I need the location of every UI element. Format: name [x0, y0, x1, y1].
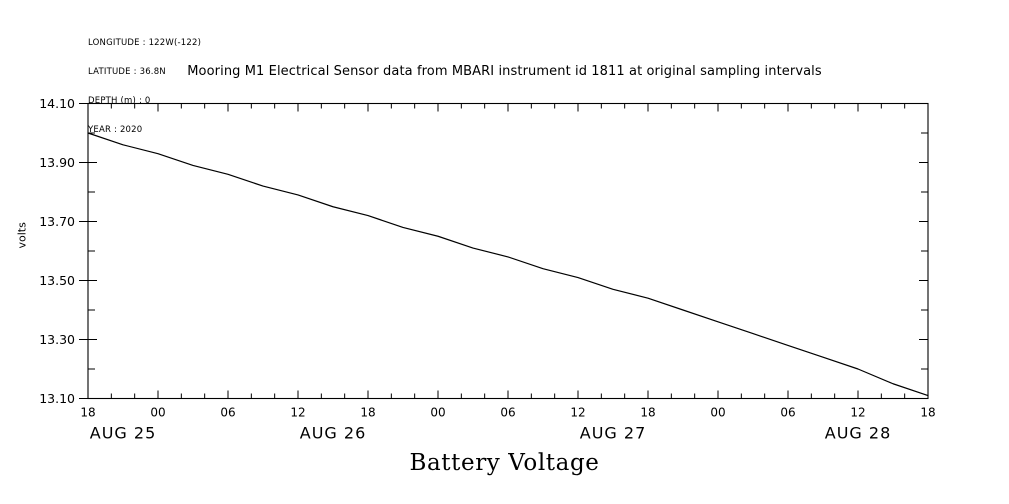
y-axis-tick-labels: 14.10 13.90 13.70 13.50 13.30 13.10	[39, 96, 75, 406]
y-tick-label: 13.70	[39, 214, 75, 229]
x-axis-day-labels: AUG 25 AUG 26 AUG 27 AUG 28	[90, 424, 892, 443]
y-tick-label: 14.10	[39, 96, 75, 111]
data-line-battery-voltage	[87, 132, 929, 397]
x-tick-label: 18	[360, 406, 375, 420]
x-axis-tick-labels: 18 00 06 12 18 00 06 12 18 00 06 12 18	[80, 406, 935, 420]
x-day-label: AUG 25	[90, 424, 157, 443]
x-day-label: AUG 27	[580, 424, 647, 443]
x-tick-label: 00	[710, 406, 725, 420]
x-tick-label: 18	[920, 406, 935, 420]
y-tick-label: 13.10	[39, 391, 75, 406]
x-tick-label: 12	[570, 406, 585, 420]
x-tick-label: 06	[780, 406, 795, 420]
x-tick-label: 18	[80, 406, 95, 420]
x-tick-label: 18	[640, 406, 655, 420]
y-axis-ticks	[79, 103, 928, 399]
x-day-label: AUG 28	[825, 424, 892, 443]
metadata-header: LONGITUDE : 122W(-122) LATITUDE : 36.8N …	[88, 20, 201, 145]
metadata-year: YEAR : 2020	[88, 124, 143, 135]
y-tick-label: 13.30	[39, 332, 75, 347]
x-day-label: AUG 26	[300, 424, 367, 443]
metadata-depth: DEPTH (m) : 0	[88, 95, 151, 106]
metadata-longitude: LONGITUDE : 122W(-122)	[88, 38, 202, 49]
x-tick-label: 06	[220, 406, 235, 420]
x-tick-label: 12	[290, 406, 305, 420]
x-tick-label: 06	[500, 406, 515, 420]
x-axis-ticks	[87, 103, 929, 399]
x-tick-label: 00	[150, 406, 165, 420]
chart-title: Mooring M1 Electrical Sensor data from M…	[187, 64, 822, 79]
y-tick-label: 13.90	[39, 155, 75, 170]
y-tick-label: 13.50	[39, 273, 75, 288]
data-series-group	[87, 132, 929, 397]
axis-frame	[87, 102, 929, 400]
chart-caption: Battery Voltage	[409, 450, 600, 476]
metadata-latitude: LATITUDE : 36.8N	[88, 66, 166, 77]
x-tick-label: 00	[430, 406, 445, 420]
x-tick-label: 12	[850, 406, 865, 420]
